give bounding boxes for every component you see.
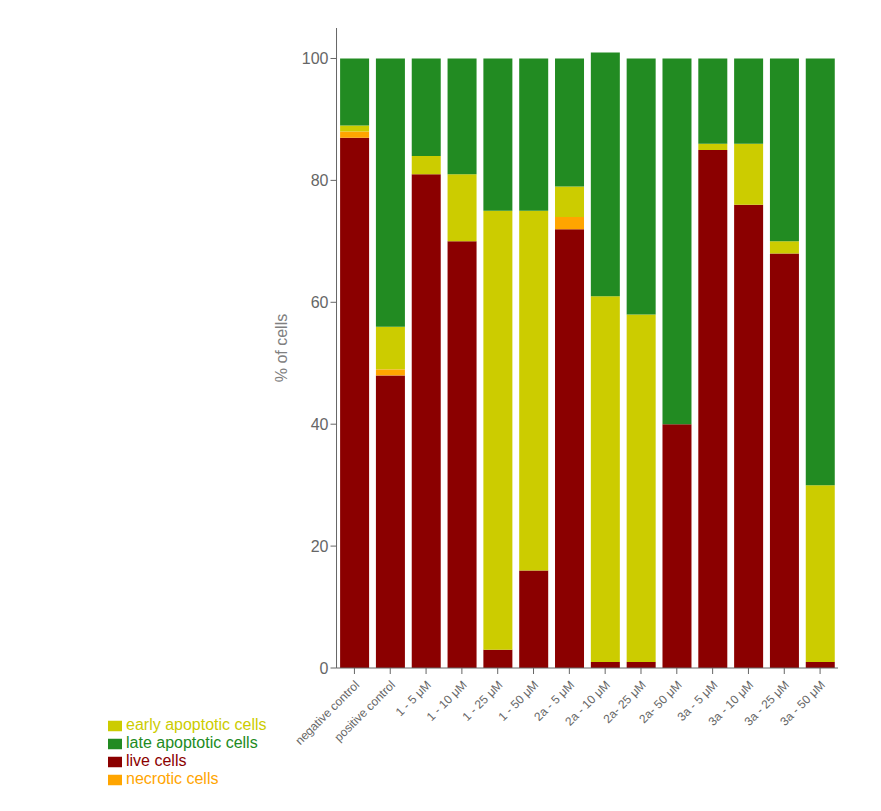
svg-text:1 - 5 μM: 1 - 5 μM (392, 677, 434, 720)
html-text:necrotic cells: necrotic cells (126, 770, 219, 787)
svg-text:80: 80 (311, 172, 329, 189)
svg-text:2a- 50 μM: 2a- 50 μM (636, 678, 684, 726)
svg-text:100: 100 (302, 50, 329, 67)
html-text:late apoptotic cells: late apoptotic cells (126, 734, 258, 751)
svg-text:positive control: positive control (332, 678, 399, 745)
svg-text:2a- 25 μM: 2a- 25 μM (600, 677, 649, 727)
svg-text:3a - 50 μM: 3a - 50 μM (777, 678, 828, 729)
svg-text:1 - 25 μM: 1 - 25 μM (459, 677, 506, 724)
html-text:live cells: live cells (126, 752, 187, 769)
svg-text:3a - 25 μM: 3a - 25 μM (741, 677, 792, 729)
svg-text:3a - 5 μM: 3a - 5 μM (674, 677, 721, 724)
svg-text:2a - 5 μM: 2a - 5 μM (531, 677, 578, 724)
svg-text:3a - 10 μM: 3a - 10 μM (705, 677, 757, 729)
svg-text:60: 60 (311, 294, 329, 311)
svg-text:40: 40 (311, 416, 329, 433)
svg-text:1 - 50 μM: 1 - 50 μM (495, 677, 542, 724)
svg-text:20: 20 (311, 538, 329, 555)
html-text:early apoptotic cells: early apoptotic cells (126, 716, 267, 733)
svg-text:2a - 10 μM: 2a - 10 μM (562, 677, 613, 729)
svg-text:% of cells: % of cells (273, 314, 290, 382)
svg-text:0: 0 (320, 660, 329, 677)
svg-text:negative control: negative control (292, 678, 362, 748)
svg-text:1 - 10 μM: 1 - 10 μM (423, 677, 470, 724)
